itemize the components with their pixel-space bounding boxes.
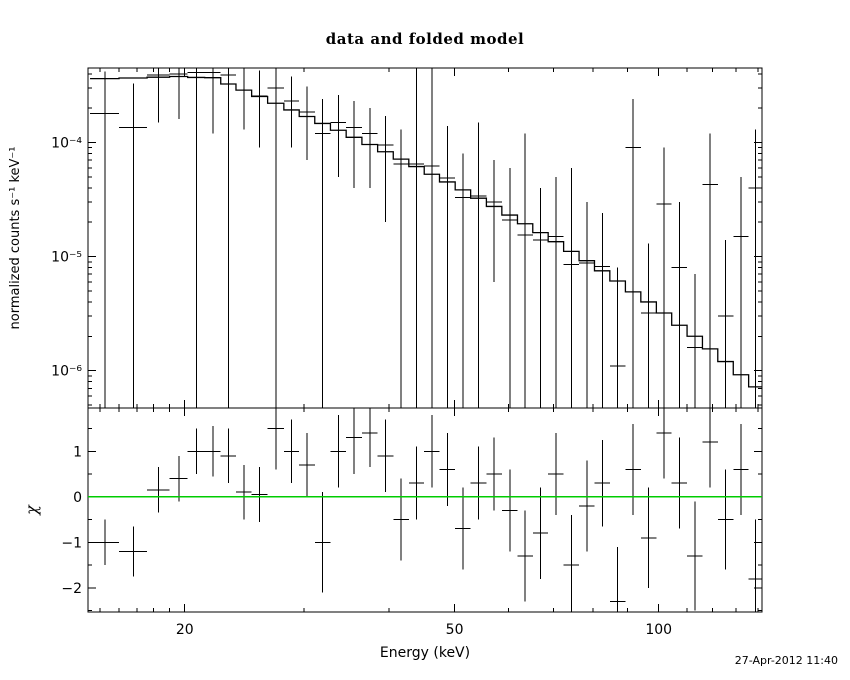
residual-data-points	[90, 408, 762, 612]
y-axis-ticks-residuals	[88, 427, 762, 612]
y-tick-label-chi: 1	[73, 444, 82, 460]
x-tick-label: 100	[645, 622, 672, 638]
plot-title: data and folded model	[325, 30, 525, 48]
y-tick-label-chi: −2	[61, 581, 82, 597]
x-tick-label: 50	[446, 622, 464, 638]
y-tick-label-spectrum: 10⁻⁶	[51, 364, 82, 380]
model-histogram	[90, 75, 762, 388]
y-tick-label-chi: −1	[61, 535, 82, 551]
spectrum-data-points	[90, 68, 762, 408]
timestamp: 27-Apr-2012 11:40	[734, 654, 838, 667]
x-axis-ticks	[99, 68, 759, 612]
x-tick-label: 20	[176, 622, 194, 638]
x-axis-label: Energy (keV)	[379, 645, 471, 661]
y-tick-label-spectrum: 10⁻⁵	[51, 250, 82, 266]
tick-labels: 20 50 100 10⁻⁴ 10⁻⁵ 10⁻⁶ −2 −1 0 1	[51, 135, 672, 638]
y-tick-label-spectrum: 10⁻⁴	[51, 135, 82, 151]
panel-frames	[87, 67, 763, 613]
y-tick-label-chi: 0	[73, 490, 82, 506]
y-axis-ticks-spectrum	[88, 73, 762, 406]
